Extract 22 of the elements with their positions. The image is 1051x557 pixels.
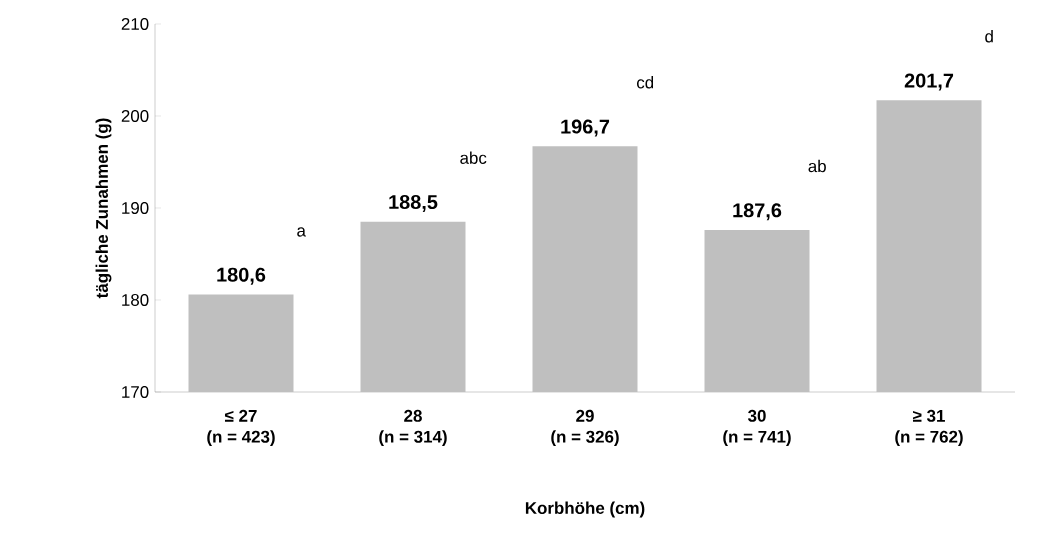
x-tick-label: 28 (n = 314): [379, 409, 447, 447]
y-tick-label: 190: [122, 202, 149, 214]
data-label: 187,6: [733, 203, 782, 221]
annotation: cd: [636, 76, 654, 89]
data-label: 188,5: [389, 194, 438, 212]
y-axis-title: tägliche Zunahmen (g): [95, 118, 112, 299]
x-tick-label: 29 (n = 326): [551, 409, 619, 447]
annotation: d: [985, 30, 993, 43]
annotation: a: [297, 227, 306, 237]
x-tick-label: ≥ 31 (n = 762): [895, 409, 963, 447]
y-tick-label: 170: [122, 386, 149, 398]
annotation: abc: [460, 151, 487, 164]
data-label: 180,6: [217, 267, 266, 285]
annotation: ab: [808, 159, 826, 173]
y-tick-label: 180: [122, 294, 149, 306]
x-tick-label: 30 (n = 741): [723, 409, 791, 447]
y-tick-label: 200: [121, 110, 149, 122]
y-tick-label: 210: [121, 18, 149, 30]
x-tick-label: ≤ 27 (n = 423): [207, 409, 275, 447]
data-label: 201,7: [904, 73, 954, 91]
data-label: 196,7: [561, 119, 610, 137]
x-axis-title: Korbhöhe (cm): [525, 501, 645, 518]
